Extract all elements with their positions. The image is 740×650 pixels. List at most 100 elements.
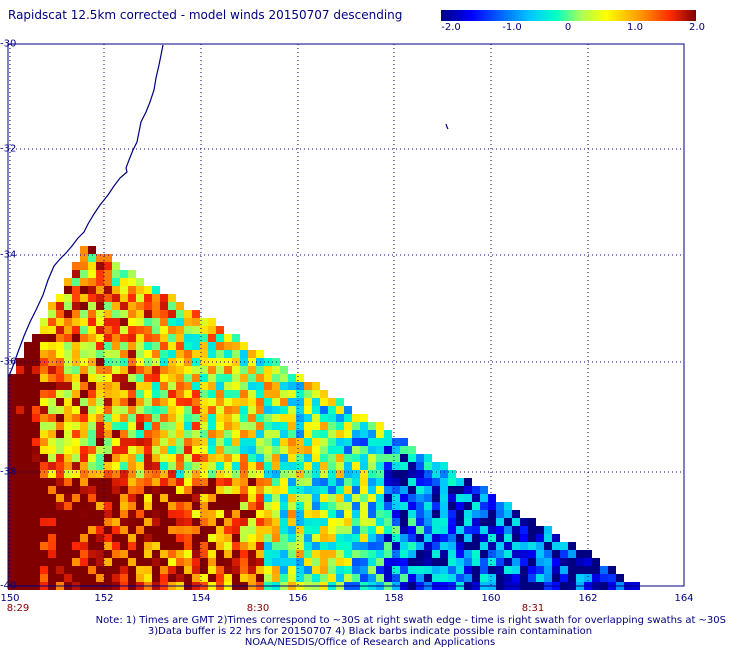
wind-cell (424, 566, 432, 574)
wind-cell (128, 438, 136, 446)
wind-cell (104, 350, 112, 358)
wind-cell (16, 486, 24, 494)
wind-cell (352, 494, 360, 502)
wind-cell (488, 550, 496, 558)
wind-cell (160, 326, 168, 334)
wind-cell (400, 502, 408, 510)
wind-cell (464, 566, 472, 574)
wind-cell (16, 494, 24, 502)
wind-cell (272, 446, 280, 454)
wind-cell (200, 502, 208, 510)
wind-cell (336, 470, 344, 478)
wind-cell (80, 462, 88, 470)
wind-cell (440, 558, 448, 566)
lon-tick-164: 164 (674, 593, 694, 604)
wind-cell (336, 406, 344, 414)
wind-cell (184, 462, 192, 470)
wind-cell (312, 406, 320, 414)
wind-cell (96, 518, 104, 526)
wind-cell (304, 510, 312, 518)
wind-cell (216, 510, 224, 518)
wind-cell (392, 454, 400, 462)
wind-cell (80, 510, 88, 518)
wind-cell (16, 414, 24, 422)
wind-cell (232, 422, 240, 430)
wind-cell (64, 494, 72, 502)
wind-cell (144, 494, 152, 502)
wind-cell (32, 342, 40, 350)
wind-cell (80, 398, 88, 406)
wind-cell (120, 462, 128, 470)
wind-cell (280, 446, 288, 454)
wind-cell (456, 494, 464, 502)
wind-cell (344, 470, 352, 478)
wind-cell (312, 558, 320, 566)
wind-cell (480, 542, 488, 550)
wind-cell (144, 550, 152, 558)
wind-cell (328, 494, 336, 502)
wind-cell (288, 494, 296, 502)
wind-cell (344, 574, 352, 582)
wind-cell (128, 574, 136, 582)
wind-cell (352, 542, 360, 550)
wind-cell (152, 454, 160, 462)
wind-cell (344, 486, 352, 494)
wind-cell (248, 574, 256, 582)
wind-cell (408, 526, 416, 534)
wind-cell (248, 486, 256, 494)
wind-cell (56, 510, 64, 518)
wind-cell (376, 438, 384, 446)
wind-cell (32, 558, 40, 566)
wind-cell (304, 430, 312, 438)
wind-cell (152, 326, 160, 334)
wind-cell (56, 470, 64, 478)
wind-cell (336, 478, 344, 486)
wind-cell (16, 422, 24, 430)
wind-cell (232, 574, 240, 582)
wind-cell (248, 558, 256, 566)
wind-cell (272, 374, 280, 382)
wind-cell (344, 510, 352, 518)
wind-cell (128, 278, 136, 286)
wind-cell (224, 342, 232, 350)
wind-cell (24, 382, 32, 390)
wind-cell (120, 382, 128, 390)
wind-cell (8, 486, 16, 494)
wind-cell (120, 414, 128, 422)
wind-cell (184, 558, 192, 566)
wind-cell (304, 398, 312, 406)
wind-cell (208, 326, 216, 334)
wind-cell (64, 406, 72, 414)
wind-cell (176, 518, 184, 526)
wind-cell (176, 446, 184, 454)
wind-cell (352, 558, 360, 566)
wind-cell (168, 510, 176, 518)
wind-cell (240, 494, 248, 502)
wind-cell (72, 366, 80, 374)
wind-cell (472, 550, 480, 558)
wind-cell (128, 494, 136, 502)
wind-cell (80, 502, 88, 510)
wind-cell (552, 574, 560, 582)
wind-cell (184, 390, 192, 398)
wind-cell (384, 478, 392, 486)
wind-cell (104, 302, 112, 310)
wind-cell (112, 286, 120, 294)
wind-cell (160, 566, 168, 574)
wind-cell (288, 510, 296, 518)
wind-cell (608, 566, 616, 574)
wind-cell (288, 518, 296, 526)
wind-cell (168, 486, 176, 494)
wind-cell (128, 326, 136, 334)
wind-cell (72, 550, 80, 558)
wind-cell (24, 502, 32, 510)
wind-cell (240, 470, 248, 478)
wind-cell (136, 318, 144, 326)
wind-cell (56, 430, 64, 438)
wind-cell (232, 470, 240, 478)
wind-cell (312, 470, 320, 478)
wind-cell (32, 542, 40, 550)
wind-cell (56, 566, 64, 574)
wind-cell (48, 430, 56, 438)
wind-cell (528, 558, 536, 566)
